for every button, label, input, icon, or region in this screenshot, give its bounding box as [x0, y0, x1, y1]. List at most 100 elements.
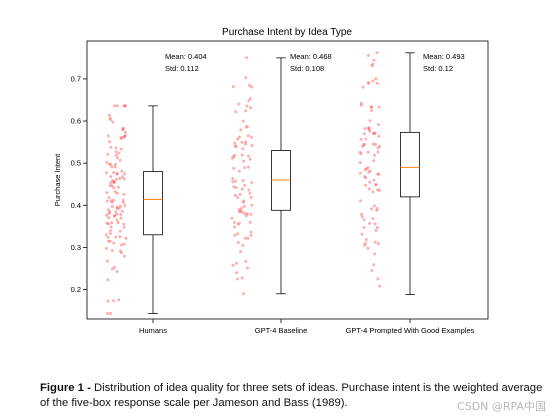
data-point — [372, 58, 376, 62]
data-point — [241, 200, 245, 204]
data-point — [363, 175, 367, 178]
data-point — [123, 172, 126, 176]
y-tick-label: 0.5 — [71, 159, 81, 168]
x-tick-label: GPT-4 Prompted With Good Examples — [346, 326, 475, 335]
data-point — [106, 259, 109, 263]
data-point — [372, 159, 376, 163]
data-point — [119, 136, 123, 140]
data-point — [237, 102, 241, 106]
data-point — [108, 140, 112, 144]
data-point — [362, 142, 366, 146]
data-point — [363, 243, 367, 247]
data-point — [121, 127, 125, 131]
data-point — [110, 200, 114, 204]
data-point — [360, 215, 364, 219]
data-point — [238, 135, 241, 139]
data-point — [359, 152, 363, 156]
data-point — [232, 155, 236, 159]
data-point — [247, 154, 251, 158]
data-point — [107, 222, 111, 226]
iqr-box — [143, 171, 163, 236]
data-point — [241, 119, 245, 123]
data-point — [378, 188, 381, 192]
data-point — [364, 238, 368, 241]
data-point — [107, 212, 111, 216]
data-point — [243, 184, 247, 187]
chart-title: Purchase Intent by Idea Type — [222, 27, 352, 38]
data-point — [376, 188, 380, 192]
data-point — [377, 134, 381, 138]
data-point — [109, 175, 113, 179]
data-point — [114, 177, 118, 181]
data-point — [120, 209, 124, 213]
data-point — [112, 186, 116, 190]
data-point — [246, 165, 250, 169]
y-tick-label: 0.6 — [71, 117, 81, 126]
plot-frame — [86, 40, 489, 320]
mean-label: Mean: 0.493 — [423, 52, 465, 61]
data-point — [372, 132, 376, 135]
data-point — [240, 153, 244, 157]
data-point — [362, 143, 366, 147]
data-point — [113, 214, 117, 218]
data-point — [372, 178, 376, 182]
data-point — [108, 162, 112, 166]
data-point — [363, 127, 367, 131]
data-point — [239, 209, 243, 213]
data-point — [105, 161, 109, 164]
data-point — [250, 181, 254, 184]
data-point — [370, 269, 374, 272]
data-point — [109, 181, 113, 185]
y-axis: 0.2 0.3 0.4 0.5 0.6 0.7 — [71, 74, 87, 294]
x-tick-label: GPT-4 Baseline — [255, 326, 308, 335]
data-point — [244, 109, 248, 113]
data-point — [115, 270, 119, 274]
data-point — [362, 132, 366, 136]
data-point — [122, 135, 126, 139]
data-point — [112, 181, 116, 185]
data-point — [371, 79, 375, 83]
data-point — [122, 222, 126, 226]
std-label: Std: 0.12 — [423, 64, 453, 73]
data-point — [123, 104, 127, 108]
data-point — [106, 152, 110, 156]
mean-label: Mean: 0.404 — [165, 52, 207, 61]
data-point — [249, 212, 253, 216]
x-axis: Humans GPT-4 Baseline GPT-4 Prompted With … — [139, 319, 475, 335]
data-point — [241, 147, 245, 151]
data-point — [242, 199, 246, 203]
data-point — [233, 225, 236, 229]
data-point — [236, 277, 239, 281]
data-point — [243, 212, 247, 215]
data-point — [375, 226, 379, 230]
data-point — [370, 207, 373, 211]
data-point — [362, 218, 366, 222]
data-point — [115, 171, 119, 175]
data-point — [114, 210, 118, 214]
data-point — [377, 105, 381, 109]
data-point — [359, 137, 363, 141]
data-point — [245, 266, 249, 270]
box-1 — [271, 57, 291, 295]
data-point — [370, 105, 374, 109]
data-point — [236, 196, 240, 200]
data-point — [233, 193, 237, 197]
data-point — [115, 207, 119, 211]
data-point — [107, 113, 111, 117]
data-point — [107, 196, 111, 200]
data-point — [237, 221, 241, 225]
data-point — [366, 246, 370, 250]
data-point — [245, 104, 249, 108]
data-point — [108, 116, 112, 120]
data-point — [122, 242, 126, 246]
data-point — [241, 243, 245, 247]
data-point — [377, 242, 380, 246]
data-point — [110, 221, 114, 225]
data-point — [114, 235, 118, 239]
data-point — [366, 126, 370, 130]
data-point — [364, 183, 367, 187]
data-point — [376, 277, 380, 281]
data-point — [248, 191, 252, 195]
data-point — [113, 190, 117, 194]
data-point — [109, 199, 113, 203]
